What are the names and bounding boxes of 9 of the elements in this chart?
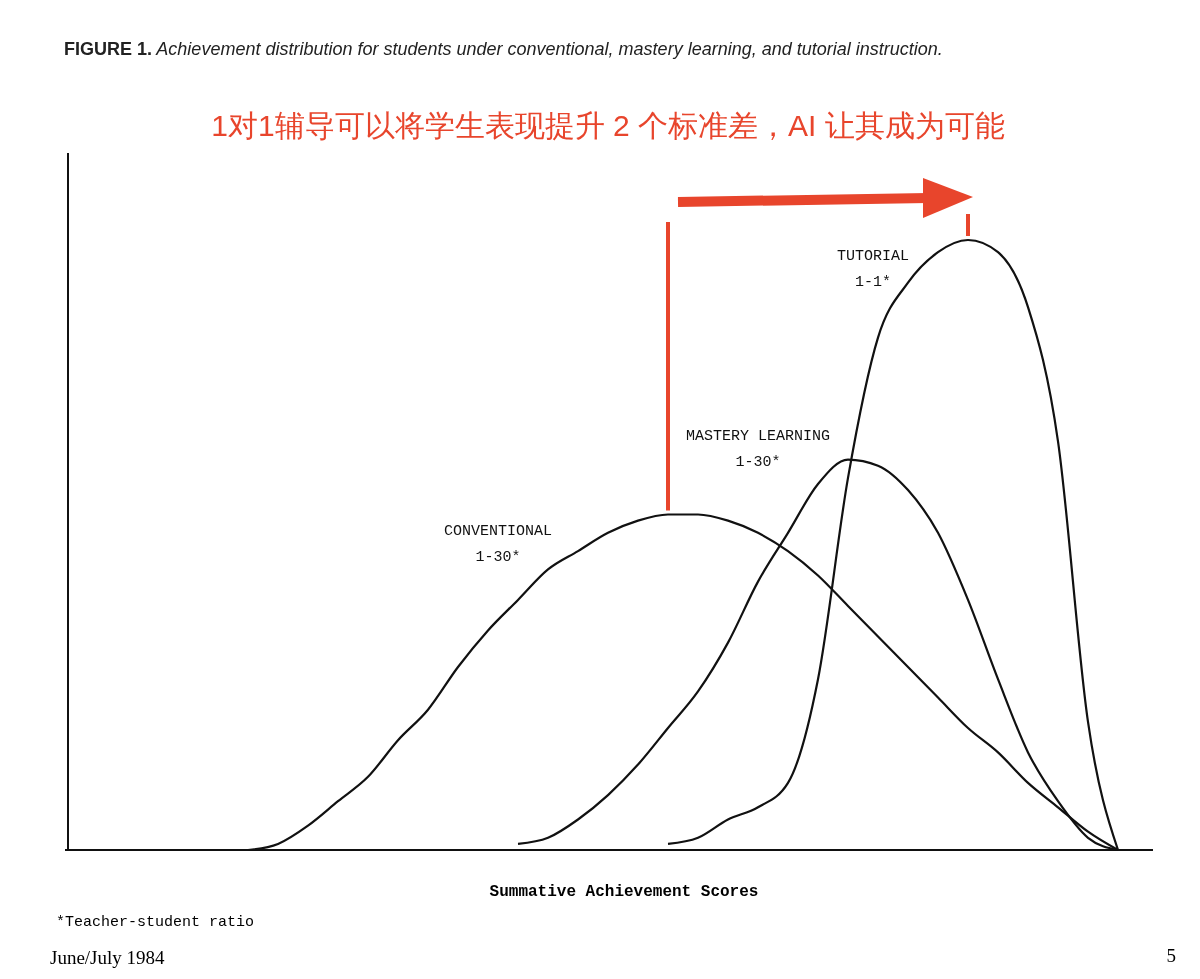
series-label: CONVENTIONAL 1-30* [443,522,553,566]
chart-title: FIGURE 1. Achievement distribution for students under conventional, mastery learning, and tutorial instruction. [64,39,943,59]
chart-subtitle: 1对1辅导可以将学生表现提升 2 个标准差，AI 让其成为可能 [211,109,1005,142]
series-label: MASTERY LEARNING 1-30* [685,427,831,471]
x-axis-title: Summative Achievement Scores [489,883,759,901]
series-label: TUTORIAL 1-1* [836,248,910,291]
text: June/July 1984 [50,947,166,968]
text: *Teacher-student ratio [56,914,255,931]
text: 5 [1166,945,1176,966]
